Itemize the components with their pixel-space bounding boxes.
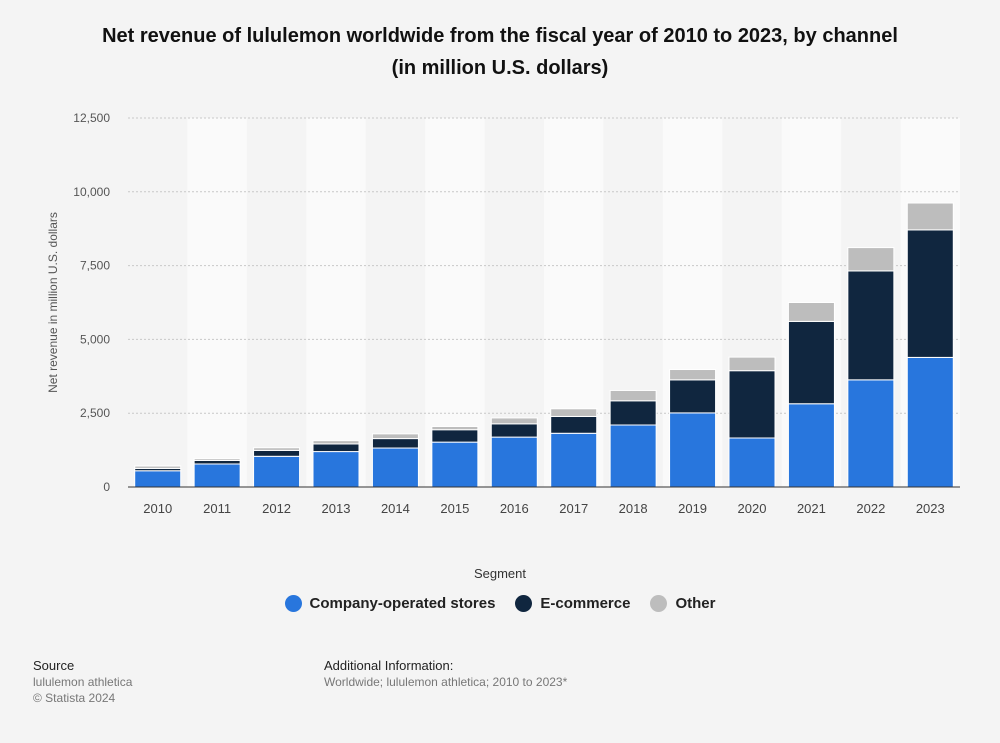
legend-item[interactable]: Other <box>650 595 715 612</box>
x-tick-label: 2021 <box>797 501 826 516</box>
bar-segment <box>312 440 360 445</box>
bar-segment <box>490 417 538 425</box>
x-tick-label: 2012 <box>262 501 291 516</box>
y-axis-label: Net revenue in million U.S. dollars <box>46 212 60 393</box>
x-tick-label: 2018 <box>619 501 648 516</box>
bar-segment <box>371 438 419 449</box>
bar-segment <box>728 437 776 488</box>
bar-segment <box>134 470 182 488</box>
bar-segment <box>253 449 301 457</box>
bar-segment <box>669 379 717 414</box>
bar-segment <box>906 356 954 488</box>
additional-info-heading: Additional Information: <box>324 658 454 673</box>
bar-segment <box>906 229 954 358</box>
chart-title-line1: Net revenue of lululemon worldwide from … <box>102 25 898 47</box>
bar-segment <box>847 379 895 488</box>
source-name: lululemon athletica <box>33 675 133 689</box>
bar-segment <box>669 369 717 381</box>
legend-swatch <box>284 595 302 612</box>
y-tick-label: 7,500 <box>80 259 110 273</box>
x-tick-label: 2016 <box>500 501 529 516</box>
bar-segment <box>906 202 954 231</box>
legend-item[interactable]: Company-operated stores <box>284 595 496 612</box>
x-tick-label: 2022 <box>856 501 885 516</box>
source-heading: Source <box>33 658 75 673</box>
bar-segment <box>371 433 419 440</box>
x-tick-label: 2014 <box>381 501 410 516</box>
bar-segment <box>253 455 301 488</box>
legend-swatch <box>515 595 533 612</box>
column-band <box>306 118 366 487</box>
bar-segment <box>787 403 835 488</box>
bar-segment <box>550 408 598 417</box>
y-tick-label: 12,500 <box>73 111 110 125</box>
bar-segment <box>847 247 895 272</box>
additional-info-block: Additional Information: Worldwide; lulul… <box>324 658 567 690</box>
bar-segment <box>193 459 241 465</box>
bar-segment <box>787 302 835 322</box>
bar-segment <box>669 412 717 488</box>
x-tick-label: 2015 <box>440 501 469 516</box>
x-tick-label: 2020 <box>738 501 767 516</box>
y-tick-label: 2,500 <box>80 406 110 420</box>
bar-segment <box>193 458 241 461</box>
x-tick-label: 2023 <box>916 501 945 516</box>
bar-segment <box>787 320 835 405</box>
source-block: Source lululemon athletica © Statista 20… <box>33 658 132 706</box>
bar-segment <box>609 400 657 426</box>
bar-segment <box>609 389 657 402</box>
column-band <box>425 118 485 487</box>
bar-segment <box>490 436 538 488</box>
bar-segment <box>490 423 538 438</box>
bar-segment <box>371 447 419 488</box>
y-tick-label: 10,000 <box>73 185 110 199</box>
bar-segment <box>728 356 776 372</box>
bar-segment <box>609 424 657 488</box>
y-tick-label: 0 <box>103 480 110 494</box>
legend-swatch <box>650 595 668 612</box>
stacked-bar-chart: 0 2,500 5,000 7,500 10,000 12,500 Net revenue … <box>46 111 960 516</box>
bar-segment <box>431 441 479 488</box>
bar-segment <box>312 443 360 453</box>
bar-segment <box>253 447 301 451</box>
bar-segment <box>312 451 360 488</box>
y-tick-label: 5,000 <box>80 332 110 346</box>
bar-segment <box>550 415 598 434</box>
x-tick-label: 2013 <box>322 501 351 516</box>
legend: Company-operated stores E-commerce Other <box>0 595 1000 612</box>
bar-segment <box>193 463 241 488</box>
legend-label: Other <box>675 595 716 612</box>
bar-segment <box>431 429 479 443</box>
x-tick-label: 2017 <box>559 501 588 516</box>
bar-segment <box>728 370 776 439</box>
legend-item[interactable]: E-commerce <box>515 595 630 612</box>
x-tick-label: 2019 <box>678 501 707 516</box>
legend-label: Company-operated stores <box>309 595 496 612</box>
column-band <box>187 118 247 487</box>
legend-heading: Segment <box>473 566 527 581</box>
copyright: © Statista 2024 <box>33 691 116 705</box>
bar-segment <box>847 270 895 381</box>
bar-segment <box>134 465 182 469</box>
x-tick-label: 2011 <box>203 501 231 516</box>
x-tick-label: 2010 <box>143 501 172 516</box>
bar-segment <box>550 432 598 488</box>
chart-title-line2: (in million U.S. dollars) <box>391 57 609 79</box>
legend-label: E-commerce <box>540 595 631 612</box>
bar-segment <box>431 425 479 431</box>
chart-title: Net revenue of lululemon worldwide from … <box>40 20 960 84</box>
additional-info-text: Worldwide; lululemon athletica; 2010 to … <box>324 675 568 689</box>
